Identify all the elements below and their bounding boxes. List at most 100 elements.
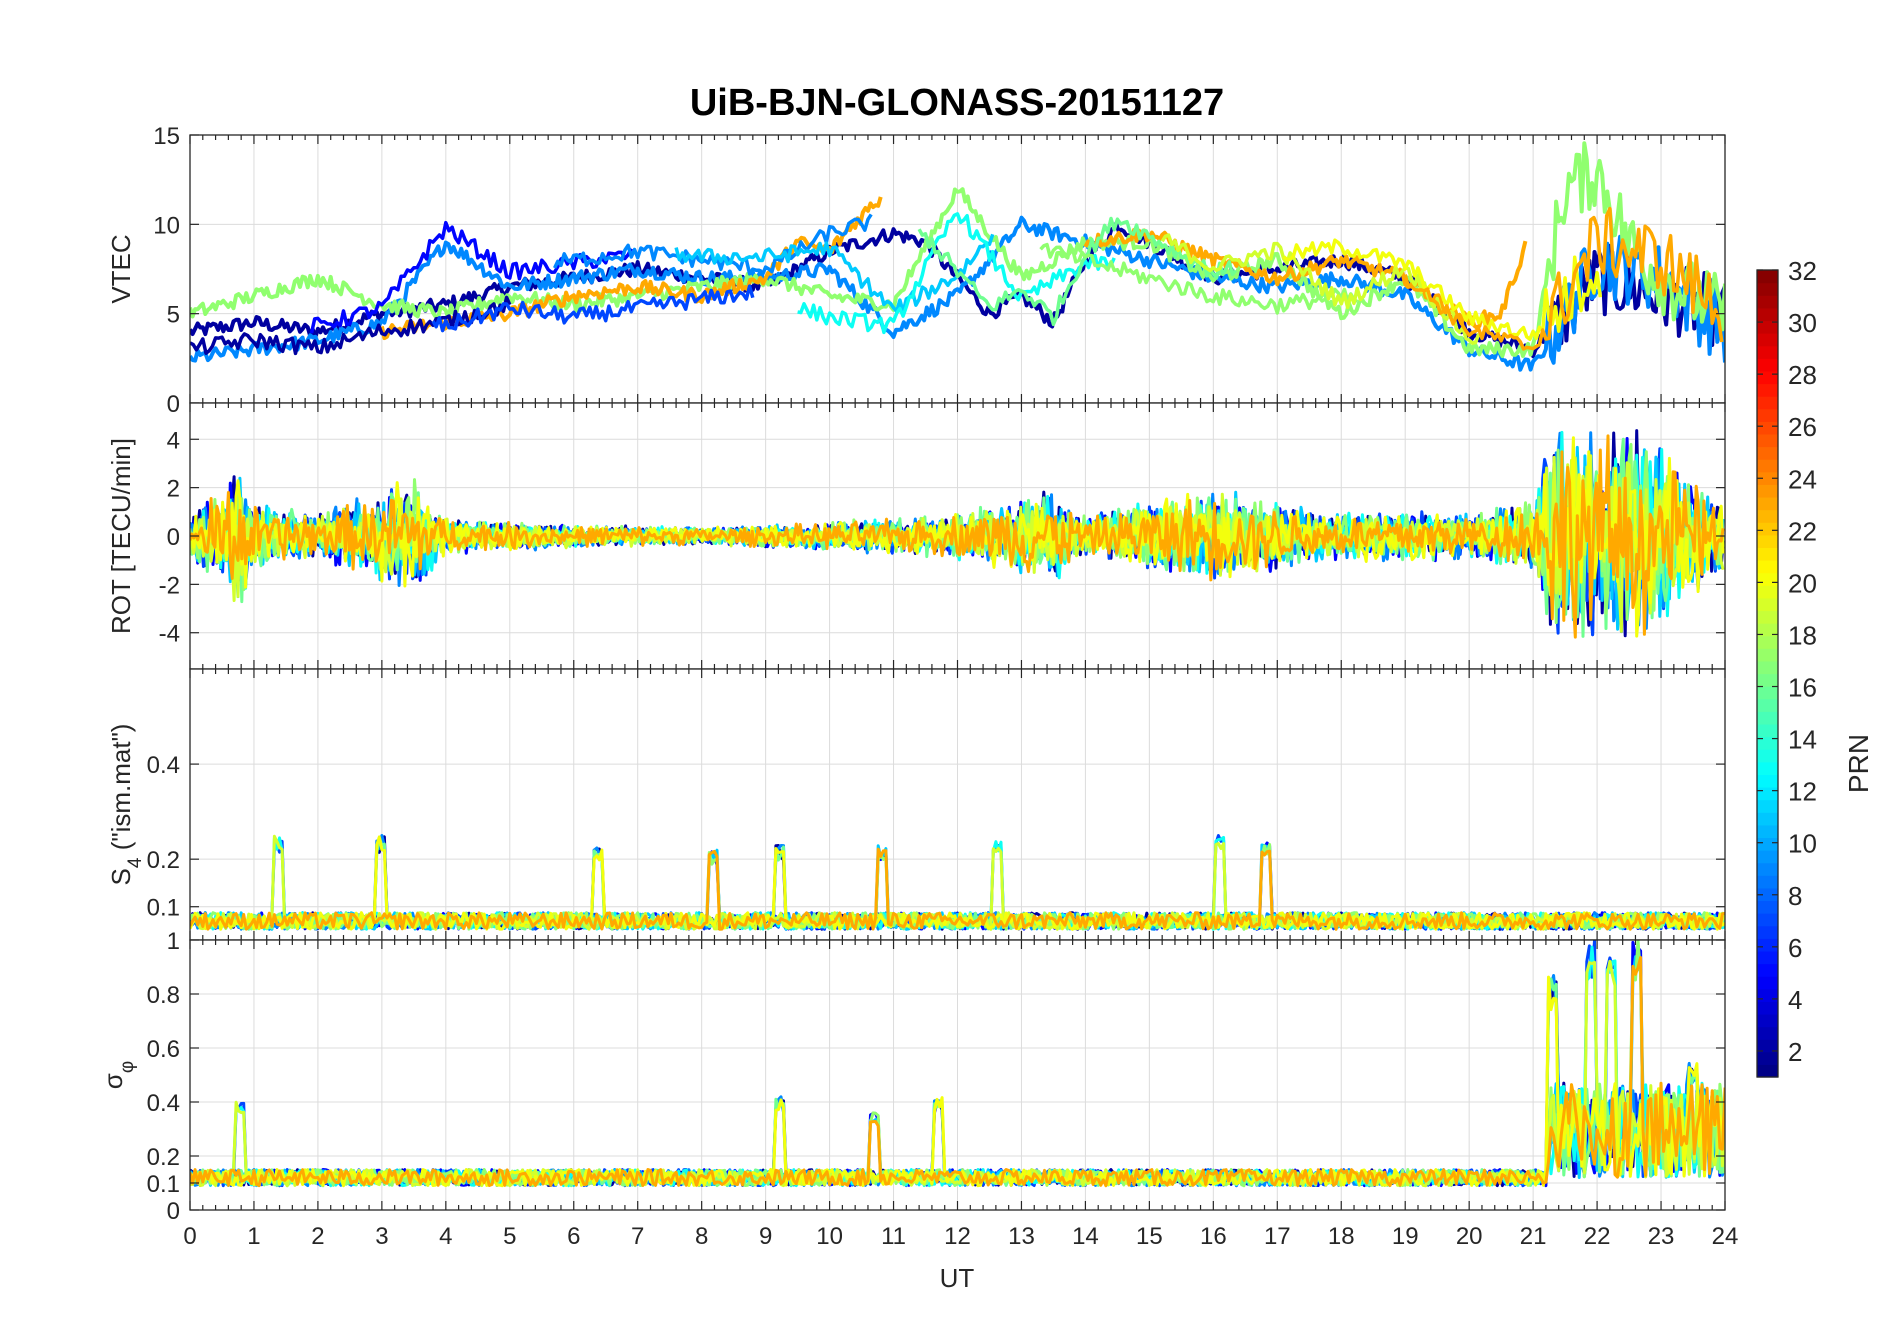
- x-tick-label: 18: [1328, 1223, 1355, 1250]
- colorbar-segment: [1757, 282, 1778, 296]
- x-tick-label: 15: [1136, 1223, 1163, 1250]
- colorbar-segment: [1757, 900, 1778, 914]
- vtec-trace-prn-11: [674, 233, 995, 314]
- y-axis-label-suffix: ("ism.mat"): [106, 724, 136, 858]
- colorbar-segment: [1757, 383, 1778, 397]
- y-tick-label: 4: [167, 427, 180, 454]
- colorbar-segment: [1757, 522, 1778, 536]
- y-axis-label-subscript: φ: [117, 1061, 138, 1073]
- colorbar-segment: [1757, 774, 1778, 788]
- chart-title: UiB-BJN-GLONASS-20151127: [690, 82, 1224, 124]
- y-axis-label: S4 ("ism.mat"): [106, 724, 146, 886]
- colorbar-segment: [1757, 1064, 1778, 1078]
- x-tick-label: 2: [311, 1223, 324, 1250]
- colorbar-segment: [1757, 433, 1778, 448]
- vtec-trace-prn-2: [190, 295, 512, 356]
- y-tick-label: -4: [159, 621, 180, 648]
- s4-series-prn-23: [190, 847, 1725, 931]
- colorbar-segment: [1757, 459, 1778, 473]
- colorbar-segment: [1757, 597, 1778, 612]
- x-tick-label: 1: [247, 1223, 260, 1250]
- colorbar-tick-label: 2: [1788, 1037, 1802, 1067]
- colorbar-segment: [1757, 1013, 1778, 1028]
- ticks: [189, 134, 1726, 404]
- colorbar-segment: [1757, 723, 1778, 738]
- vtec-trace-prn-16: [917, 216, 1238, 327]
- colorbar-segment: [1757, 824, 1778, 839]
- y-tick-label: 5: [167, 302, 180, 329]
- grid: [189, 669, 1726, 940]
- colorbar-tick-label: 20: [1788, 568, 1817, 598]
- colorbar-segment: [1757, 572, 1778, 586]
- rot-series-prn-23: [190, 434, 1725, 639]
- colorbar-segment: [1757, 812, 1778, 826]
- colorbar-segment: [1757, 761, 1778, 775]
- y-tick-label: -2: [159, 572, 180, 599]
- colorbar-segment: [1757, 660, 1778, 675]
- x-tick-label: 10: [816, 1223, 843, 1250]
- x-tick-label: 0: [183, 1223, 196, 1250]
- y-tick-label: 0: [167, 1198, 180, 1225]
- x-tick-label: 8: [695, 1223, 708, 1250]
- panel-4: 00.10.2 0.4 0.6 0.8 1 σφ: [98, 928, 1726, 1225]
- y-tick-label: 0.1: [147, 895, 180, 922]
- colorbar-segment: [1757, 1001, 1778, 1015]
- colorbar-label: PRN: [1843, 734, 1874, 793]
- colorbar-segment: [1757, 446, 1778, 460]
- colorbar-segment: [1757, 560, 1778, 574]
- vtec-series-prn-9: [190, 215, 1725, 372]
- colorbar-segment: [1757, 950, 1778, 965]
- x-axis-label: UT: [940, 1263, 975, 1293]
- x-tick-label: 14: [1072, 1223, 1099, 1250]
- rot-series-prn-20: [190, 436, 1725, 638]
- colorbar-tick-label: 12: [1788, 777, 1817, 807]
- colorbar-segment: [1757, 307, 1778, 322]
- colorbar-segment: [1757, 270, 1778, 284]
- colorbar-segment: [1757, 623, 1778, 637]
- y-tick-label: 0.1: [147, 1171, 180, 1198]
- colorbar-tick-label: 32: [1788, 256, 1817, 286]
- y-tick-label: 0: [167, 524, 180, 551]
- colorbar-segment: [1757, 1051, 1778, 1065]
- colorbar-segment: [1757, 421, 1778, 435]
- y-tick-label: 0.2: [147, 847, 180, 874]
- colorbar-segment: [1757, 484, 1778, 498]
- y-tick-label: 2: [167, 476, 180, 503]
- y-tick-label: 10: [153, 212, 180, 239]
- colorbar-segment: [1757, 749, 1778, 763]
- colorbar-segment: [1757, 610, 1778, 624]
- vtec-trace-prn-23: [1403, 206, 1724, 351]
- colorbar-segment: [1757, 698, 1778, 712]
- y-axis-label: ROT [TECU/min]: [106, 438, 136, 634]
- colorbar-segment: [1757, 938, 1778, 952]
- colorbar-segment: [1757, 534, 1778, 549]
- panel-2: -4 -2 0 2 4 ROT [TECU/min]: [106, 402, 1726, 670]
- colorbar-segment: [1757, 887, 1778, 902]
- colorbar-tick-label: 16: [1788, 673, 1817, 703]
- y-tick-label: 0.8: [147, 982, 180, 1009]
- x-tick-label: 4: [439, 1223, 452, 1250]
- y-tick-label: 0: [167, 391, 180, 418]
- colorbar-segment: [1757, 837, 1778, 851]
- colorbar-segment: [1757, 1039, 1778, 1053]
- colorbar-segment: [1757, 913, 1778, 927]
- ticks: [189, 669, 1726, 940]
- y-tick-label: 0.4: [147, 1090, 180, 1117]
- series-group: [190, 429, 1725, 639]
- colorbar-segment: [1757, 370, 1778, 385]
- x-tick-label: 21: [1520, 1223, 1547, 1250]
- colorbar-segment: [1757, 976, 1778, 990]
- colorbar-segment: [1757, 635, 1778, 649]
- panel-1: 0 5 10 15 VTEC: [106, 123, 1726, 418]
- vtec-series-prn-17: [190, 141, 1725, 358]
- colorbar-segment: [1757, 509, 1778, 523]
- x-tick-label: 23: [1648, 1223, 1675, 1250]
- series-group: [190, 940, 1725, 1188]
- colorbar-segment: [1757, 358, 1778, 372]
- y-axis-label: σφ: [98, 1061, 138, 1089]
- colorbar-tick-label: 24: [1788, 464, 1817, 494]
- ticks: [189, 403, 1726, 669]
